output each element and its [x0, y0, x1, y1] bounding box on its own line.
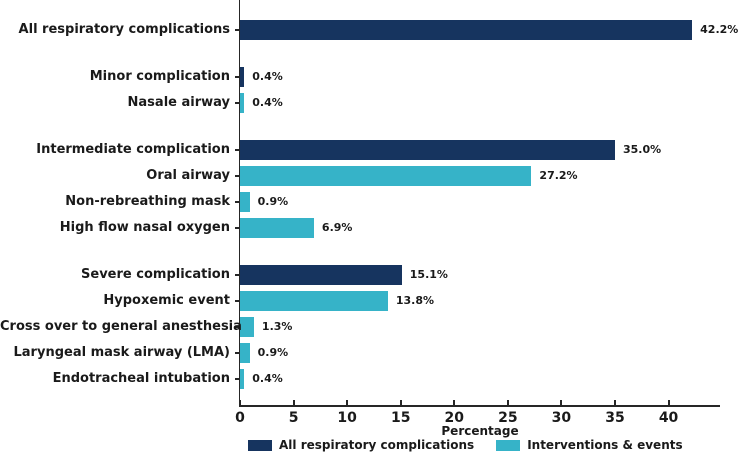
value-label: 42.2% [700, 23, 738, 36]
x-tick-mark [239, 400, 241, 405]
bar-hypoxemic-event [240, 291, 388, 311]
x-tick-mark [399, 400, 402, 405]
bar-non-rebreathing-mask [240, 192, 250, 212]
x-tick-label: 10 [337, 410, 357, 426]
legend-label: Interventions & events [527, 438, 683, 452]
legend-entry: All respiratory complications [248, 438, 474, 452]
bar-laryngeal-mask-airway-lma- [240, 343, 250, 363]
y-tick-mark [234, 326, 239, 328]
bar-all-respiratory-complications [240, 20, 693, 40]
category-label: High flow nasal oxygen [59, 220, 230, 235]
y-tick-mark [234, 29, 239, 31]
category-label: Intermediate complication [36, 142, 230, 157]
x-tick-mark [506, 400, 509, 405]
value-label: 0.4% [252, 96, 283, 109]
x-tick-mark [667, 400, 670, 405]
value-label: 0.9% [257, 346, 289, 359]
bar-minor-complication [240, 67, 245, 87]
y-tick-mark [234, 76, 239, 78]
x-tick-mark [292, 400, 295, 405]
value-label: 27.2% [539, 169, 578, 182]
x-tick-label: 5 [288, 410, 299, 426]
y-tick-mark [234, 149, 239, 151]
value-label: 35.0% [623, 143, 662, 156]
category-label: All respiratory complications [18, 22, 230, 37]
value-label: 0.4% [252, 70, 283, 83]
x-tick-mark [453, 400, 456, 405]
x-tick-mark [560, 400, 563, 405]
bar-high-flow-nasal-oxygen [240, 218, 314, 238]
y-tick-mark [234, 227, 239, 229]
y-tick-mark [234, 175, 239, 177]
category-label: Laryngeal mask airway (LMA) [13, 345, 231, 360]
y-tick-mark [234, 102, 239, 104]
y-tick-mark [234, 201, 239, 203]
y-tick-mark [234, 274, 239, 276]
bar-oral-airway [240, 166, 532, 186]
value-label: 6.9% [321, 221, 353, 234]
x-axis-title: Percentage [441, 424, 519, 438]
x-tick-mark [346, 400, 349, 405]
x-tick-label: 35 [605, 410, 625, 426]
bar-nasale-airway [240, 93, 245, 113]
value-label: 0.9% [257, 195, 289, 208]
y-axis-line [238, 0, 240, 405]
bar-severe-complication [240, 265, 402, 285]
legend-entry: Interventions & events [496, 438, 683, 452]
x-tick-label: 15 [390, 410, 411, 426]
x-tick-label: 0 [235, 410, 245, 426]
y-tick-mark [234, 378, 239, 380]
legend-swatch-icon [496, 439, 521, 451]
bar-intermediate-complication [240, 140, 615, 160]
category-label: Oral airway [146, 168, 230, 183]
legend: All respiratory complications Interventio… [248, 438, 683, 452]
category-label: Cross over to general anesthesia [0, 319, 242, 334]
y-tick-mark [234, 300, 239, 302]
category-label: Minor complication [89, 69, 230, 84]
value-label: 0.4% [252, 372, 283, 385]
x-tick-mark [614, 400, 616, 405]
x-tick-label: 20 [444, 410, 465, 426]
category-label: Severe complication [81, 267, 230, 282]
category-label: Nasale airway [127, 95, 230, 110]
x-tick-label: 40 [658, 410, 679, 426]
value-label: 1.3% [261, 320, 293, 333]
x-tick-label: 25 [498, 410, 518, 426]
legend-swatch-icon [248, 439, 272, 451]
category-label: Non-rebreathing mask [65, 194, 230, 209]
x-axis-line [238, 405, 720, 407]
legend-label: All respiratory complications [279, 438, 475, 452]
category-label: Hypoxemic event [103, 293, 230, 308]
value-label: 15.1% [409, 268, 448, 281]
category-label: Endotracheal intubation [52, 371, 230, 386]
bar-endotracheal-intubation [240, 369, 245, 389]
value-label: 13.8% [395, 294, 435, 307]
bar-cross-over-to-general-anesthesia [240, 317, 254, 337]
x-tick-label: 30 [551, 410, 572, 426]
y-tick-mark [234, 352, 239, 354]
